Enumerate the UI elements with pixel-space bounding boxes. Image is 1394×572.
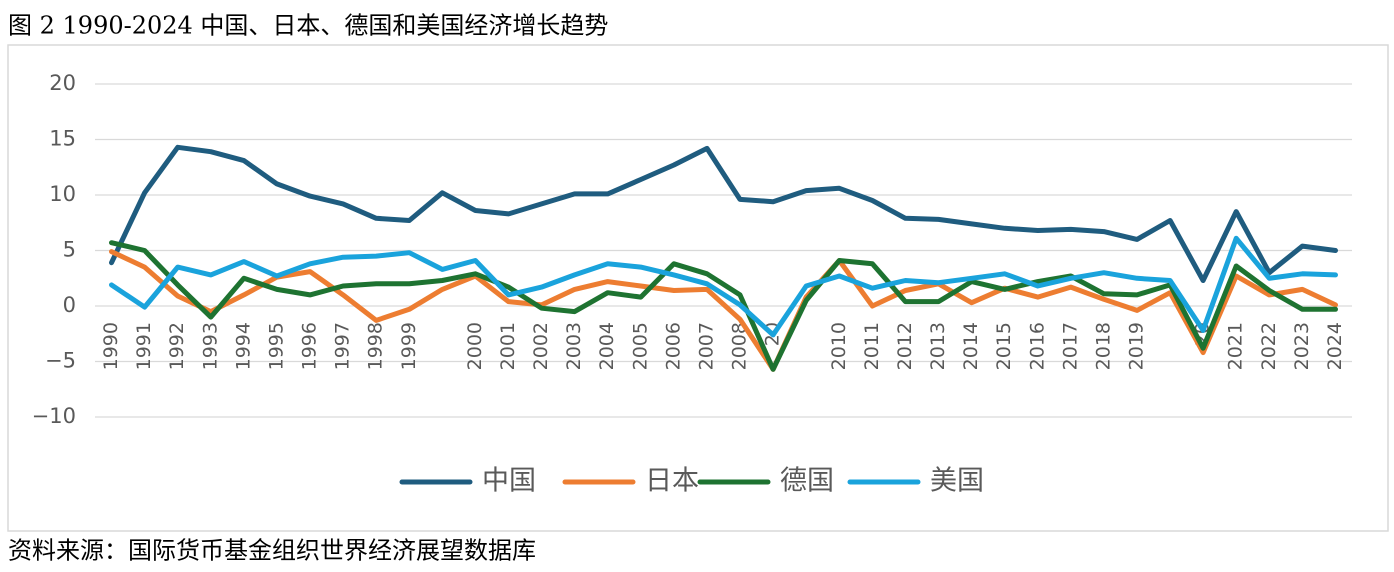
x-tick-label: 2005 bbox=[629, 322, 651, 370]
x-tick-label: 2024 bbox=[1324, 322, 1346, 370]
series-line bbox=[109, 249, 1338, 372]
legend-label: 德国 bbox=[780, 466, 834, 497]
x-tick-label: 1995 bbox=[265, 322, 287, 370]
source-note: 资料来源：国际货币基金组织世界经济展望数据库 bbox=[8, 537, 536, 565]
y-tick-label: 5 bbox=[63, 238, 76, 262]
series-line bbox=[109, 144, 1338, 283]
x-tick-label: 2008 bbox=[729, 322, 751, 370]
x-tick-label: 1997 bbox=[332, 322, 354, 370]
x-tick-label: 1999 bbox=[398, 322, 420, 370]
legend-label: 日本 bbox=[645, 466, 699, 497]
x-tick-label: 1993 bbox=[199, 322, 221, 370]
x-tick-label: 1990 bbox=[100, 322, 122, 370]
x-tick-label: 2004 bbox=[596, 322, 618, 370]
x-tick-label: 2011 bbox=[861, 322, 883, 370]
y-tick-label: −10 bbox=[32, 404, 76, 428]
x-tick-label: 1996 bbox=[299, 322, 321, 370]
y-tick-label: −5 bbox=[45, 349, 76, 373]
legend-label: 美国 bbox=[930, 466, 984, 497]
x-tick-label: 1992 bbox=[166, 322, 188, 370]
x-tick-label: 2023 bbox=[1291, 322, 1313, 370]
x-tick-label: 2022 bbox=[1258, 322, 1280, 370]
y-tick-label: 10 bbox=[49, 182, 76, 206]
x-tick-label: 2015 bbox=[993, 322, 1015, 370]
legend-label: 中国 bbox=[482, 466, 536, 497]
x-tick-label: 2017 bbox=[1059, 322, 1081, 370]
x-tick-label: 2001 bbox=[497, 322, 519, 370]
x-tick-label: 2014 bbox=[960, 322, 982, 370]
x-tick-label: 2006 bbox=[662, 322, 684, 370]
x-tick-label: 2003 bbox=[563, 322, 585, 370]
y-tick-label: 15 bbox=[49, 127, 76, 151]
chart-frame bbox=[7, 44, 1389, 532]
x-tick-label: 2000 bbox=[464, 322, 486, 370]
x-tick-label: 2002 bbox=[530, 322, 552, 370]
x-tick-label: 2013 bbox=[927, 322, 949, 370]
y-tick-label: 0 bbox=[63, 293, 76, 317]
x-tick-label: 2007 bbox=[695, 322, 717, 370]
y-tick-label: 20 bbox=[49, 71, 76, 95]
x-tick-label: 2019 bbox=[1125, 322, 1147, 370]
x-tick-label: 1998 bbox=[365, 322, 387, 370]
chart-title: 图 2 1990-2024 中国、日本、德国和美国经济增长趋势 bbox=[8, 12, 608, 40]
x-tick-label: 2012 bbox=[894, 322, 916, 370]
series-line bbox=[109, 240, 1338, 372]
x-tick-label: 2010 bbox=[828, 322, 850, 370]
x-tick-label: 2018 bbox=[1092, 322, 1114, 370]
x-tick-label: 1991 bbox=[133, 322, 155, 370]
x-tick-label: 2021 bbox=[1225, 322, 1247, 370]
x-tick-label: 2016 bbox=[1026, 322, 1048, 370]
series-line bbox=[109, 235, 1338, 338]
x-tick-label: 1994 bbox=[232, 322, 254, 370]
